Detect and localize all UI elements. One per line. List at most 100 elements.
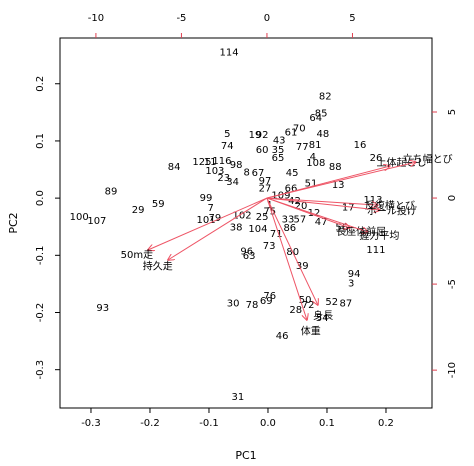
point-label: 87 xyxy=(339,298,352,309)
point-label: 125 xyxy=(192,157,211,168)
point-label: 67 xyxy=(252,168,265,179)
point-label: 23 xyxy=(217,173,230,184)
point-label: 88 xyxy=(329,162,342,173)
arrow-label: 立ち幅とび xyxy=(403,152,453,165)
point-label: 45 xyxy=(286,168,299,179)
point-label: 33 xyxy=(282,214,295,225)
arrow-label: ボール投げ xyxy=(367,204,417,217)
point-label: 79 xyxy=(209,213,222,224)
y-axis-title: PC2 xyxy=(7,212,20,233)
point-label: 43 xyxy=(273,135,286,146)
point-label: 77 xyxy=(296,142,309,153)
x2-tick-label: 0 xyxy=(264,13,270,24)
y2-tick-label: -10 xyxy=(447,362,458,378)
point-label: 27 xyxy=(259,183,272,194)
point-label: 8 xyxy=(244,167,250,178)
point-label: 84 xyxy=(168,162,181,173)
point-label: 72 xyxy=(302,300,315,311)
x2-tick-label: 5 xyxy=(349,13,355,24)
loading-arrow xyxy=(266,197,307,320)
point-label: 34 xyxy=(226,177,239,188)
y-tick-label: 0.0 xyxy=(35,190,46,206)
loading-arrow xyxy=(168,197,268,260)
y-tick-label: -0.1 xyxy=(35,246,46,266)
point-label: 47 xyxy=(315,217,328,228)
point-label: 116 xyxy=(212,156,231,167)
plot-frame xyxy=(59,37,433,409)
point-label: 13 xyxy=(332,180,345,191)
x2-tick-label: -5 xyxy=(176,13,186,24)
point-label: 99 xyxy=(200,193,213,204)
point-label: 60 xyxy=(256,145,269,156)
point-label: 26 xyxy=(370,153,383,164)
point-label: 50 xyxy=(299,295,312,306)
point-label: 25 xyxy=(256,212,269,223)
point-label: 114 xyxy=(219,47,238,58)
arrow-label: 体重 xyxy=(301,324,321,337)
loading-arrow xyxy=(266,197,378,205)
point-label: 64 xyxy=(309,113,322,124)
arrow-label: 握力平均 xyxy=(359,229,399,242)
y2-tick-label: 5 xyxy=(447,109,458,115)
point-label: 29 xyxy=(132,205,145,216)
point-label: 61 xyxy=(285,127,298,138)
point-label: 104 xyxy=(248,224,267,235)
point-label: 97 xyxy=(259,176,272,187)
point-label: 82 xyxy=(319,91,332,102)
x-tick-label: 0.0 xyxy=(260,418,276,429)
point-label: 78 xyxy=(246,300,259,311)
point-label: 56 xyxy=(335,222,348,233)
point-label: 109 xyxy=(271,190,290,201)
point-label: 96 xyxy=(240,246,253,257)
loading-arrow xyxy=(266,197,380,210)
point-label: 59 xyxy=(152,199,165,210)
point-label: 92 xyxy=(256,130,269,141)
loading-arrow xyxy=(148,197,268,250)
y2-tick-label: 0 xyxy=(447,195,458,201)
point-label: 74 xyxy=(221,141,234,152)
point-label: 17 xyxy=(342,202,355,213)
loading-arrow xyxy=(266,162,416,199)
point-label: 66 xyxy=(285,183,298,194)
point-label: 93 xyxy=(96,303,109,314)
point-label: 113 xyxy=(363,195,382,206)
point-label: 31 xyxy=(232,392,245,403)
point-label: 39 xyxy=(296,261,309,272)
point-label: 57 xyxy=(293,214,306,225)
point-label: 102 xyxy=(232,210,251,221)
point-label: 69 xyxy=(260,296,273,307)
point-label: 5 xyxy=(224,129,230,140)
point-label: 11 xyxy=(204,157,217,168)
y-tick-label: 0.2 xyxy=(35,76,46,92)
x-tick-label: -0.1 xyxy=(199,418,219,429)
point-label: 103 xyxy=(205,166,224,177)
point-label: 108 xyxy=(306,158,325,169)
point-label: 65 xyxy=(272,153,285,164)
x-axis-title: PC1 xyxy=(235,449,256,462)
point-label: 89 xyxy=(105,186,118,197)
point-label: 4 xyxy=(310,152,316,163)
point-label: 38 xyxy=(230,222,243,233)
point-label: 98 xyxy=(230,160,243,171)
y-tick-label: -0.3 xyxy=(35,360,46,380)
point-label: 52 xyxy=(325,297,338,308)
point-label: 46 xyxy=(276,331,289,342)
point-label: 54 xyxy=(316,313,329,324)
point-label: 20 xyxy=(295,201,308,212)
arrow-label: 持久走 xyxy=(143,259,173,272)
point-label: 51 xyxy=(305,178,318,189)
x2-tick-label: -10 xyxy=(88,13,104,24)
point-label: 7 xyxy=(208,203,214,214)
point-label: 86 xyxy=(283,223,296,234)
point-label: 107 xyxy=(87,216,106,227)
point-label: 19 xyxy=(249,130,262,141)
point-label: 85 xyxy=(315,108,328,119)
y2-tick-label: -5 xyxy=(447,279,458,289)
point-label: 111 xyxy=(366,245,385,256)
point-label: 16 xyxy=(354,140,367,151)
point-label: 100 xyxy=(70,212,89,223)
arrow-label: 50m走 xyxy=(121,249,153,261)
point-label: 35 xyxy=(272,145,285,156)
point-label: 76 xyxy=(263,291,276,302)
